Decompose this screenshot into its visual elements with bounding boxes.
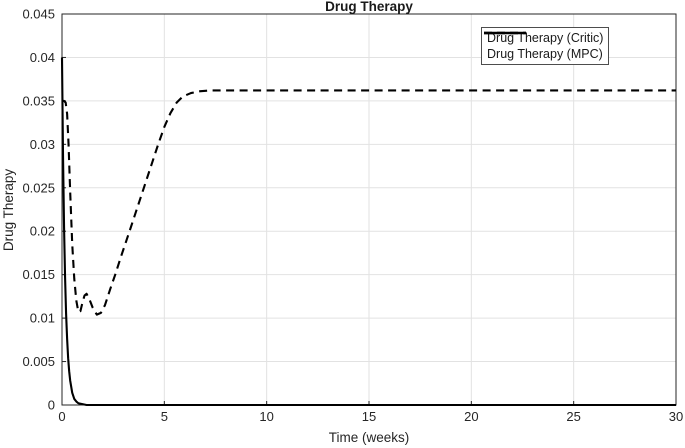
legend: Drug Therapy (Critic) Drug Therapy (MPC): [481, 27, 610, 65]
critic-line: [60, 57, 676, 407]
y-tick-label: 0: [48, 398, 55, 413]
y-axis-label: Drug Therapy: [1, 169, 16, 252]
y-tick-label: 0.04: [30, 50, 55, 65]
y-tick-label: 0.02: [30, 224, 55, 239]
legend-entry-mpc: Drug Therapy (MPC): [484, 31, 603, 62]
chart-title: Drug Therapy: [325, 0, 413, 14]
y-tick-label: 0.035: [22, 93, 55, 108]
y-tick-label: 0.015: [22, 267, 55, 282]
y-tick-label: 0.025: [22, 180, 55, 195]
mpc-line: [62, 89, 676, 316]
x-tick-label: 25: [566, 409, 580, 424]
label-layer: Drug Therapy Time (weeks) Drug Therapy: [1, 0, 413, 445]
x-tick-label: 5: [161, 409, 168, 424]
y-tick-label: 0.045: [22, 7, 55, 22]
x-axis-label: Time (weeks): [329, 430, 410, 445]
tick-label-layer: 0 5 10 15 20 25 30 0 0.005 0.01 0.015 0.02 0.025 0.03…: [22, 7, 683, 425]
x-tick-label: 10: [259, 409, 273, 424]
y-tick-label: 0.005: [22, 354, 55, 369]
series-layer: [60, 57, 676, 407]
x-tick-label: 0: [58, 409, 65, 424]
mpc-line-sample-icon: [484, 31, 526, 35]
y-tick-label: 0.01: [30, 311, 55, 326]
legend-label: Drug Therapy (MPC): [487, 47, 603, 61]
grid-layer: [62, 14, 676, 405]
x-tick-label: 20: [464, 409, 478, 424]
y-tick-label: 0.03: [30, 137, 55, 152]
x-tick-label: 15: [362, 409, 376, 424]
x-tick-label: 30: [669, 409, 683, 424]
legend-label: Drug Therapy (Critic): [487, 31, 604, 45]
